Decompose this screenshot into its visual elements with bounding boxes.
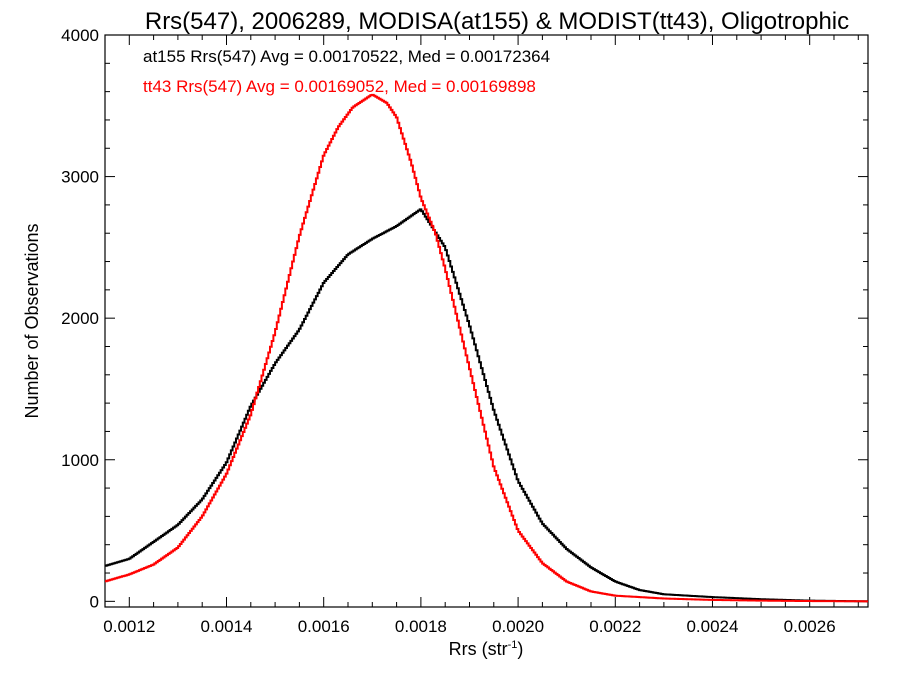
chart-title: Rrs(547), 2006289, MODISA(at155) & MODIS… [145,8,849,35]
y-tick-label: 2000 [61,309,99,328]
y-tick-label: 1000 [61,451,99,470]
x-axis-label-main: Rrs (str [449,639,508,659]
x-tick-label: 0.0024 [686,617,738,636]
x-tick-label: 0.0022 [589,617,641,636]
legend-entry-at155: at155 Rrs(547) Avg = 0.00170522, Med = 0… [143,47,550,66]
legend-entry-tt43: tt43 Rrs(547) Avg = 0.00169052, Med = 0.… [143,77,536,96]
x-tick-label: 0.0016 [298,617,350,636]
x-tick-label: 0.0018 [395,617,447,636]
series-group [105,93,869,603]
x-axis-label: Rrs (str-1) [449,639,524,659]
x-tick-label: 0.0014 [200,617,252,636]
y-axis-label: Number of Observations [22,223,42,418]
y-tick-label: 3000 [61,168,99,187]
plot-area [104,34,869,608]
x-axis-label-close: ) [517,639,523,659]
series-line-at155 [105,208,869,603]
x-tick-label: 0.0026 [784,617,836,636]
x-axis-label-sup: -1 [508,639,518,651]
axis-ticks: 0.0012 0.0014 0.0016 0.0018 0.0020 0.0022 0.00… [61,26,868,636]
x-tick-label: 0.0020 [492,617,544,636]
x-tick-label: 0.0012 [103,617,155,636]
y-tick-label: 0 [90,592,99,611]
y-tick-label: 4000 [61,26,99,45]
series-line-tt43 [105,93,869,603]
